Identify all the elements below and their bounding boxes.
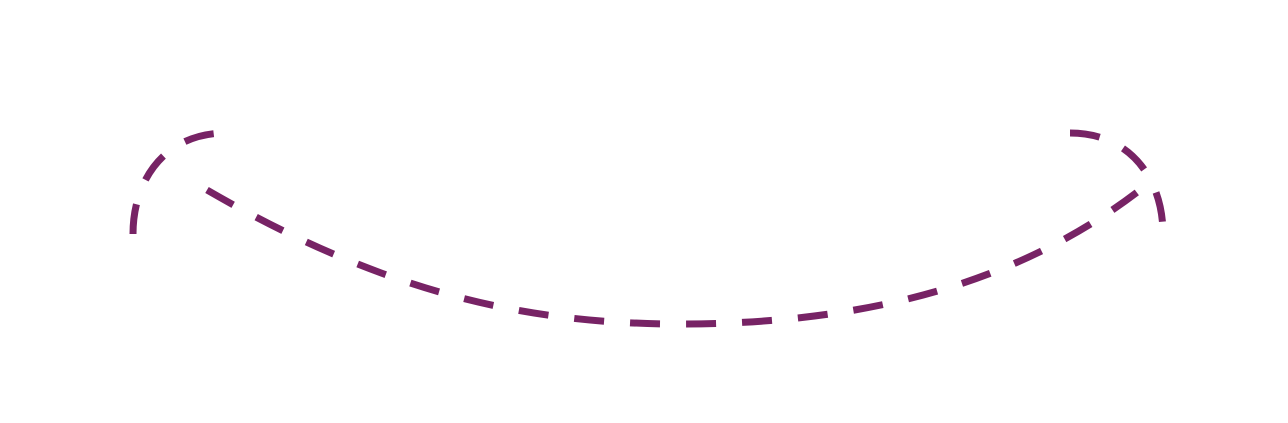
right-arc — [1069, 129, 1167, 235]
bottom-curve — [205, 186, 1143, 328]
left-arc — [129, 129, 227, 235]
